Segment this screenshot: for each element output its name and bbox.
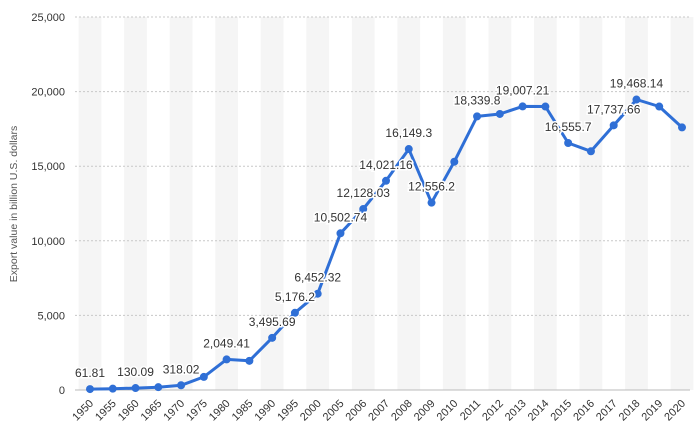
x-tick-label: 2007 <box>366 398 392 424</box>
data-label-2008: 16,149.3 <box>385 126 432 140</box>
data-label-1995: 5,176.2 <box>275 290 315 304</box>
x-tick-label: 2012 <box>480 398 506 424</box>
x-tick-label: 2006 <box>344 398 370 424</box>
data-point-1960 <box>131 384 140 393</box>
band-1990 <box>260 17 284 390</box>
data-label-2009: 12,556.2 <box>408 180 455 194</box>
band-1970 <box>169 17 193 390</box>
x-tick-label: 2017 <box>594 398 620 424</box>
data-point-1950 <box>86 385 94 394</box>
data-point-2020 <box>678 123 686 132</box>
band-2014 <box>534 17 557 390</box>
x-tick-label: 2005 <box>321 398 347 424</box>
data-point-2014 <box>541 102 550 111</box>
data-point-1965 <box>154 383 163 392</box>
band-2016 <box>579 17 603 390</box>
y-axis-label: Export value in billion U.S. dollars <box>8 126 20 282</box>
y-tick-label: 20,000 <box>31 87 65 99</box>
data-point-2019 <box>655 102 664 111</box>
band-2012 <box>488 17 512 390</box>
x-tick-label: 2018 <box>617 398 643 424</box>
data-label-2006: 12,128.03 <box>337 186 391 200</box>
data-point-2012 <box>495 109 504 118</box>
data-label-2018: 19,468.14 <box>610 77 664 91</box>
data-label-2000: 6,452.32 <box>294 271 341 285</box>
data-label-1960: 130.09 <box>117 365 154 379</box>
x-tick-label: 2000 <box>298 398 324 424</box>
x-tick-label: 2020 <box>662 398 688 424</box>
band-1980 <box>215 17 238 390</box>
x-tick-label: 2010 <box>435 398 461 424</box>
x-tick-label: 2013 <box>503 398 529 424</box>
data-point-1995 <box>290 308 299 317</box>
data-point-2013 <box>518 102 527 111</box>
data-point-2010 <box>450 157 459 166</box>
x-tick-label: 2014 <box>526 398 552 424</box>
x-tick-label: 2019 <box>640 398 666 424</box>
x-tick-label: 1960 <box>116 398 142 424</box>
data-point-2018 <box>632 95 641 104</box>
data-point-2007 <box>382 176 390 185</box>
x-tick-label: 2016 <box>571 398 597 424</box>
data-label-1990: 3,495.69 <box>249 315 296 329</box>
data-label-1950: 61.81 <box>75 366 105 380</box>
band-1960 <box>124 17 147 390</box>
x-tick-label: 1970 <box>161 398 187 424</box>
data-label-2011: 18,339.8 <box>454 93 501 107</box>
y-axis-ticks: 0 5,000 10,000 15,000 20,000 25,000 <box>31 12 65 397</box>
x-tick-label: 1985 <box>230 398 256 424</box>
data-point-2008 <box>404 145 413 154</box>
data-point-1985 <box>245 356 254 365</box>
x-tick-label: 2011 <box>458 398 483 423</box>
gridlines <box>75 16 690 391</box>
data-point-2009 <box>427 198 436 207</box>
data-point-2005 <box>336 229 345 238</box>
data-point-1975 <box>199 372 208 381</box>
x-tick-label: 1975 <box>184 398 210 424</box>
data-label-2007: 14,021.16 <box>359 158 413 172</box>
band-2000 <box>306 17 330 390</box>
y-tick-label: 5,000 <box>37 310 65 322</box>
band-2018 <box>625 17 648 390</box>
data-point-2000 <box>313 289 322 298</box>
x-tick-label: 1995 <box>275 398 301 424</box>
data-point-2011 <box>473 112 482 121</box>
y-tick-label: 15,000 <box>31 161 65 173</box>
data-labels: 61.81 130.09 318.022,049.41 3,495.69 5,176.2… <box>73 75 664 382</box>
data-label-1980: 2,049.41 <box>203 336 250 350</box>
data-point-2006 <box>359 205 368 214</box>
x-tick-label: 2009 <box>412 398 438 424</box>
x-tick-label: 1965 <box>139 398 165 424</box>
y-tick-label: 25,000 <box>31 12 65 24</box>
x-axis-ticks: 1950195519601965197019751980198519901995… <box>70 398 688 424</box>
x-tick-label: 1980 <box>207 398 233 424</box>
y-tick-label: 0 <box>59 385 65 397</box>
data-point-1955 <box>108 384 117 393</box>
data-point-2017 <box>609 121 618 130</box>
band-1950 <box>78 17 102 390</box>
x-tick-label: 1950 <box>70 398 96 424</box>
data-label-1970: 318.02 <box>163 362 200 376</box>
alternating-bands <box>78 17 694 390</box>
x-tick-label: 1990 <box>252 398 278 424</box>
data-label-2017: 17,737.66 <box>587 102 641 116</box>
band-2006 <box>351 17 375 390</box>
data-point-1990 <box>268 333 277 342</box>
data-label-2013: 19,007.21 <box>496 83 550 97</box>
data-points <box>86 95 686 394</box>
data-label-2015: 16,555.7 <box>545 120 592 134</box>
x-tick-label: 1955 <box>93 398 119 424</box>
data-point-1980 <box>222 355 231 364</box>
y-tick-label: 10,000 <box>31 236 65 248</box>
data-point-2016 <box>586 147 595 156</box>
band-2020 <box>670 17 694 390</box>
x-tick-label: 2008 <box>389 398 415 424</box>
data-point-1970 <box>177 381 186 390</box>
data-label-2005: 10,502.74 <box>314 210 368 224</box>
x-tick-label: 2015 <box>548 398 574 424</box>
band-2008 <box>397 17 421 390</box>
data-point-2015 <box>564 138 573 147</box>
band-2010 <box>442 17 466 390</box>
